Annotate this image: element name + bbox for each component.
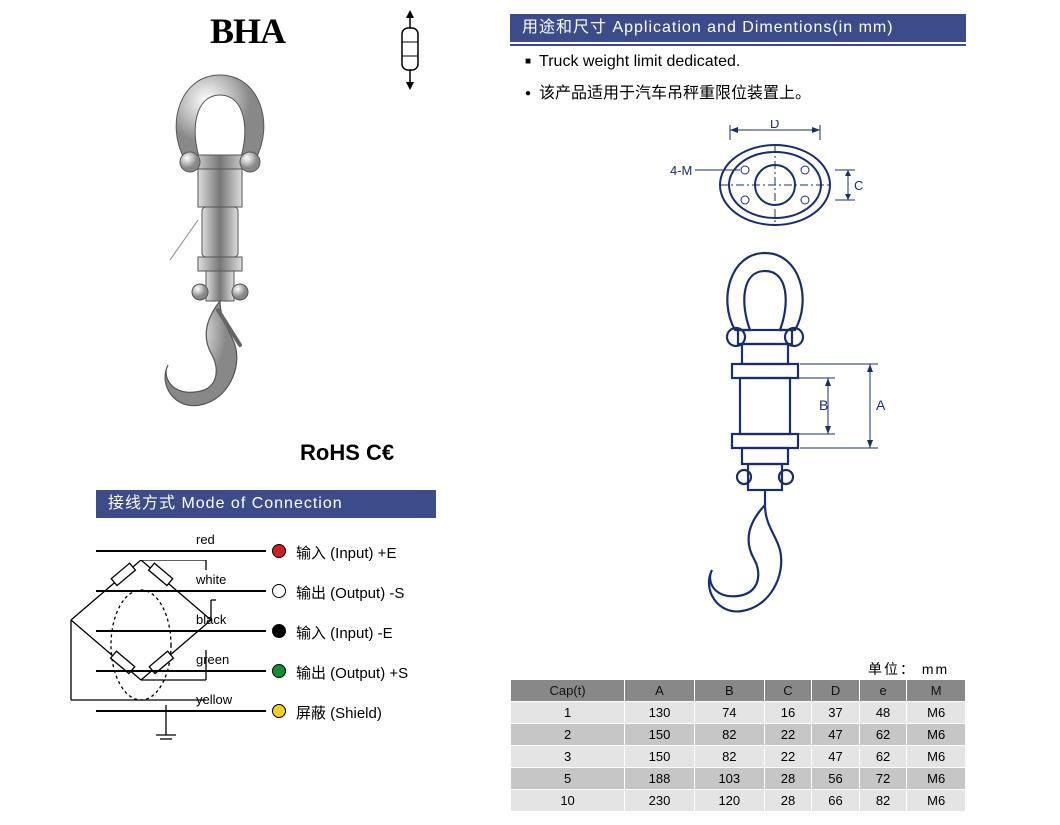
table-cell: 74 <box>694 702 764 724</box>
table-row: 113074163748M6 <box>511 702 966 724</box>
wheatstone-bridge <box>56 560 216 740</box>
table-cell: 28 <box>764 790 812 812</box>
table-cell: 1 <box>511 702 625 724</box>
svg-text:A: A <box>876 397 886 413</box>
table-cell: 10 <box>511 790 625 812</box>
unit-label: 单位： mm <box>868 659 949 679</box>
header-application: 用途和尺寸 Application and Dimentions(in mm) <box>510 14 966 42</box>
table-cell: 56 <box>812 768 860 790</box>
table-cell: 130 <box>625 702 695 724</box>
side-view-diagram: A B <box>680 245 910 655</box>
wire-color-name: red <box>196 532 215 547</box>
table-row: 215082224762M6 <box>511 724 966 746</box>
table-cell: 22 <box>764 746 812 768</box>
table-header: e <box>859 680 907 702</box>
table-header: D <box>812 680 860 702</box>
wire-label: 输入 (Input) +E <box>296 542 396 563</box>
wire-terminal <box>272 544 286 558</box>
table-cell: 82 <box>694 746 764 768</box>
wire-color-name: green <box>196 652 229 667</box>
wire-color-name: yellow <box>196 692 232 707</box>
svg-text:C: C <box>854 178 863 193</box>
table-cell: 22 <box>764 724 812 746</box>
table-cell: 3 <box>511 746 625 768</box>
table-cell: M6 <box>907 724 966 746</box>
top-view-diagram: D 4-M C <box>670 120 870 240</box>
table-row: 315082224762M6 <box>511 746 966 768</box>
table-cell: 47 <box>812 746 860 768</box>
table-cell: 72 <box>859 768 907 790</box>
wire-line <box>96 550 266 552</box>
table-cell: 16 <box>764 702 812 724</box>
table-header: Cap(t) <box>511 680 625 702</box>
table-cell: M6 <box>907 702 966 724</box>
wire-color-name: white <box>196 572 226 587</box>
table-header: M <box>907 680 966 702</box>
wire-label: 输入 (Input) -E <box>296 622 393 643</box>
table-cell: M6 <box>907 746 966 768</box>
table-cell: 188 <box>625 768 695 790</box>
table-cell: 66 <box>812 790 860 812</box>
header-underline <box>510 44 966 46</box>
svg-text:D: D <box>770 120 779 131</box>
wire-line <box>96 670 266 672</box>
wire-terminal <box>272 584 286 598</box>
table-cell: 82 <box>694 724 764 746</box>
table-cell: 47 <box>812 724 860 746</box>
bullet-en: Truck weight limit dedicated. <box>525 53 740 71</box>
table-header: C <box>764 680 812 702</box>
table-cell: 48 <box>859 702 907 724</box>
wire-terminal <box>272 624 286 638</box>
table-cell: 230 <box>625 790 695 812</box>
table-cell: 103 <box>694 768 764 790</box>
svg-text:B: B <box>819 397 828 413</box>
wire-terminal <box>272 704 286 718</box>
header-connection: 接线方式 Mode of Connection <box>96 490 436 518</box>
table-cell: 120 <box>694 790 764 812</box>
wire-line <box>96 590 266 592</box>
cert-marks: RoHS C€ <box>300 440 394 466</box>
bullet-cn: 该产品适用于汽车吊秤重限位装置上。 <box>525 79 811 103</box>
wire-label: 输出 (Output) +S <box>296 662 408 683</box>
table-cell: 62 <box>859 746 907 768</box>
product-title: BHA <box>210 10 285 52</box>
table-cell: 150 <box>625 724 695 746</box>
wire-label: 屏蔽 (Shield) <box>296 702 382 723</box>
table-cell: 2 <box>511 724 625 746</box>
dimensions-table: Cap(t)ABCDeM 113074163748M6215082224762M… <box>510 679 966 812</box>
svg-text:4-M: 4-M <box>670 163 692 178</box>
table-header: B <box>694 680 764 702</box>
wire-terminal <box>272 664 286 678</box>
table-cell: M6 <box>907 768 966 790</box>
table-cell: 28 <box>764 768 812 790</box>
arrow-indicator <box>390 10 430 100</box>
wire-line <box>96 710 266 712</box>
table-cell: M6 <box>907 790 966 812</box>
wire-color-name: black <box>196 612 226 627</box>
table-row: 5188103285672M6 <box>511 768 966 790</box>
wire-label: 输出 (Output) -S <box>296 582 404 603</box>
table-cell: 62 <box>859 724 907 746</box>
table-header: A <box>625 680 695 702</box>
table-cell: 37 <box>812 702 860 724</box>
wire-line <box>96 630 266 632</box>
table-cell: 82 <box>859 790 907 812</box>
table-row: 10230120286682M6 <box>511 790 966 812</box>
product-photo <box>140 70 300 440</box>
table-cell: 150 <box>625 746 695 768</box>
table-cell: 5 <box>511 768 625 790</box>
